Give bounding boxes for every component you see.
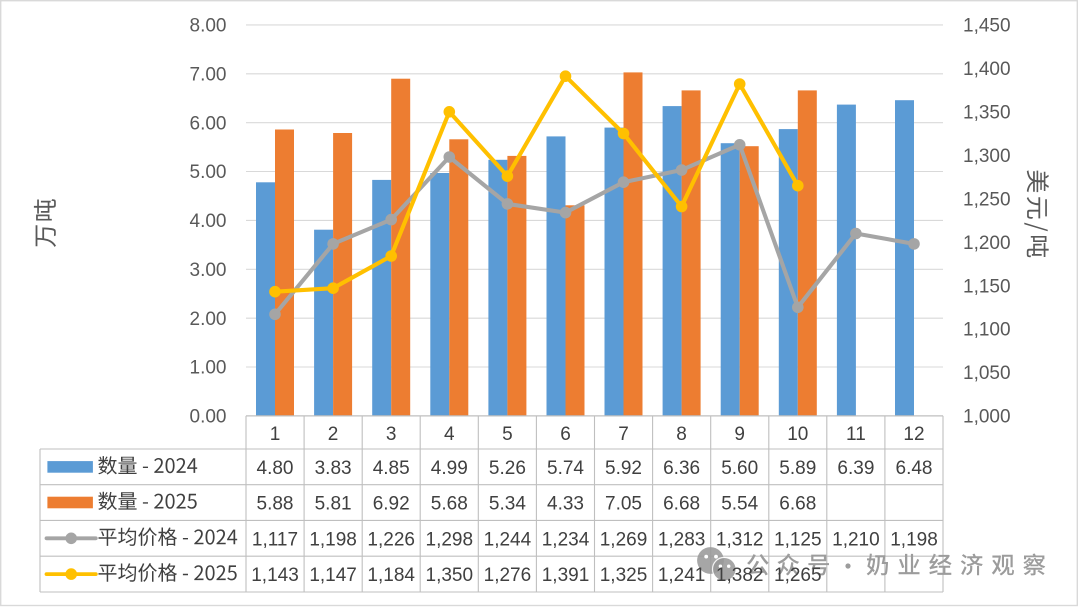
svg-text:1,234: 1,234 (542, 529, 590, 550)
svg-text:8.00: 8.00 (190, 16, 227, 37)
svg-text:1,244: 1,244 (484, 529, 532, 550)
svg-text:1,400: 1,400 (963, 59, 1011, 80)
svg-text:3.00: 3.00 (190, 260, 227, 281)
svg-text:12: 12 (903, 424, 924, 445)
svg-text:1,200: 1,200 (963, 233, 1011, 254)
svg-text:6.92: 6.92 (373, 494, 410, 515)
svg-text:1,276: 1,276 (484, 565, 532, 586)
svg-text:1,184: 1,184 (367, 565, 415, 586)
svg-text:1,000: 1,000 (963, 407, 1011, 428)
svg-text:11: 11 (846, 424, 866, 445)
svg-text:0.00: 0.00 (190, 407, 227, 428)
svg-text:1,050: 1,050 (963, 363, 1011, 384)
svg-text:5.88: 5.88 (257, 494, 294, 515)
svg-text:6.68: 6.68 (779, 494, 816, 515)
svg-text:1,382: 1,382 (716, 565, 764, 586)
svg-text:1,198: 1,198 (890, 529, 938, 550)
svg-text:1,125: 1,125 (774, 529, 822, 550)
svg-text:1,312: 1,312 (716, 529, 764, 550)
svg-text:1,143: 1,143 (251, 565, 299, 586)
svg-text:1,325: 1,325 (600, 565, 648, 586)
svg-text:5.60: 5.60 (721, 458, 758, 479)
svg-text:1,283: 1,283 (658, 529, 706, 550)
svg-text:5.00: 5.00 (190, 162, 227, 183)
svg-text:6.39: 6.39 (837, 458, 874, 479)
svg-text:5.68: 5.68 (431, 494, 468, 515)
svg-text:1,198: 1,198 (309, 529, 357, 550)
svg-text:7: 7 (618, 424, 629, 445)
svg-text:3.83: 3.83 (315, 458, 352, 479)
svg-text:4.33: 4.33 (547, 494, 584, 515)
svg-text:1,147: 1,147 (309, 565, 357, 586)
svg-text:6.00: 6.00 (190, 113, 227, 134)
svg-text:4.00: 4.00 (190, 211, 227, 232)
svg-text:6: 6 (560, 424, 571, 445)
svg-text:1,100: 1,100 (963, 320, 1011, 341)
svg-text:2.00: 2.00 (190, 309, 227, 330)
svg-text:4: 4 (444, 424, 455, 445)
svg-text:8: 8 (676, 424, 687, 445)
svg-text:1,117: 1,117 (252, 529, 298, 550)
svg-text:3: 3 (386, 424, 397, 445)
svg-text:6.36: 6.36 (663, 458, 700, 479)
svg-text:4.80: 4.80 (257, 458, 294, 479)
svg-text:5.92: 5.92 (605, 458, 642, 479)
svg-text:1,241: 1,241 (658, 565, 706, 586)
svg-text:7.05: 7.05 (605, 494, 642, 515)
svg-text:5.89: 5.89 (779, 458, 816, 479)
svg-text:1,350: 1,350 (426, 565, 474, 586)
svg-text:4.85: 4.85 (373, 458, 410, 479)
svg-text:5.81: 5.81 (315, 494, 352, 515)
svg-text:5.54: 5.54 (721, 494, 758, 515)
svg-text:5.26: 5.26 (489, 458, 526, 479)
svg-text:2: 2 (328, 424, 339, 445)
svg-text:1: 1 (270, 424, 281, 445)
svg-text:1,450: 1,450 (963, 16, 1011, 37)
svg-text:1,265: 1,265 (774, 565, 822, 586)
svg-text:1,210: 1,210 (832, 529, 880, 550)
svg-text:1,150: 1,150 (963, 276, 1011, 297)
svg-text:5.74: 5.74 (547, 458, 584, 479)
svg-text:10: 10 (787, 424, 808, 445)
svg-text:1,269: 1,269 (600, 529, 648, 550)
svg-text:7.00: 7.00 (190, 65, 227, 86)
svg-text:1,226: 1,226 (367, 529, 415, 550)
svg-text:1,391: 1,391 (542, 565, 590, 586)
svg-text:1,298: 1,298 (426, 529, 474, 550)
svg-text:9: 9 (734, 424, 745, 445)
svg-text:4.99: 4.99 (431, 458, 468, 479)
svg-text:1,250: 1,250 (963, 189, 1011, 210)
svg-text:5: 5 (502, 424, 513, 445)
svg-text:6.48: 6.48 (896, 458, 933, 479)
svg-text:1,350: 1,350 (963, 103, 1011, 124)
svg-text:1.00: 1.00 (190, 358, 227, 379)
svg-text:6.68: 6.68 (663, 494, 700, 515)
svg-text:1,300: 1,300 (963, 146, 1011, 167)
svg-text:5.34: 5.34 (489, 494, 526, 515)
